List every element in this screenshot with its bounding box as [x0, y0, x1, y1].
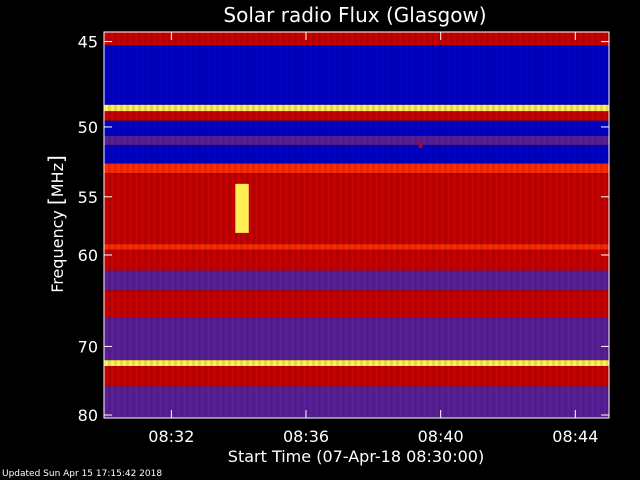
x-tick-label: 08:32	[148, 427, 194, 446]
x-axis: 08:32 08:36 08:40 08:44	[148, 32, 598, 446]
y-tick-label: 80	[78, 406, 98, 425]
plot-area	[103, 31, 610, 419]
y-axis-title-text: Frequency	[48, 205, 67, 293]
y-axis-title: Frequency [MHz]	[44, 155, 68, 293]
x-tick-label: 08:44	[552, 427, 598, 446]
y-axis-bracket-open: [	[44, 197, 68, 205]
y-axis-bracket-close: ]	[44, 155, 68, 163]
updated-timestamp: Updated Sun Apr 15 17:15:42 2018	[2, 469, 163, 479]
x-tick-label: 08:36	[283, 427, 329, 446]
chart-title: Solar radio Flux (Glasgow)	[223, 3, 486, 27]
y-tick-label: 45	[78, 33, 98, 52]
y-tick-label: 50	[78, 118, 98, 137]
burst-marker	[418, 142, 423, 148]
x-tick-label: 08:40	[418, 427, 464, 446]
plot-frame	[103, 31, 610, 419]
y-tick-label: 60	[78, 246, 98, 265]
x-axis-title: Start Time (07-Apr-18 08:30:00)	[228, 447, 484, 466]
burst-marker	[235, 183, 249, 233]
texture-overlay	[104, 32, 609, 418]
burst-markers	[235, 142, 423, 233]
y-axis-unit: MHz	[48, 163, 67, 197]
y-tick-label: 70	[78, 337, 98, 356]
y-tick-label: 55	[78, 188, 98, 207]
y-axis: 45 50 55 60 70 80	[78, 33, 609, 425]
